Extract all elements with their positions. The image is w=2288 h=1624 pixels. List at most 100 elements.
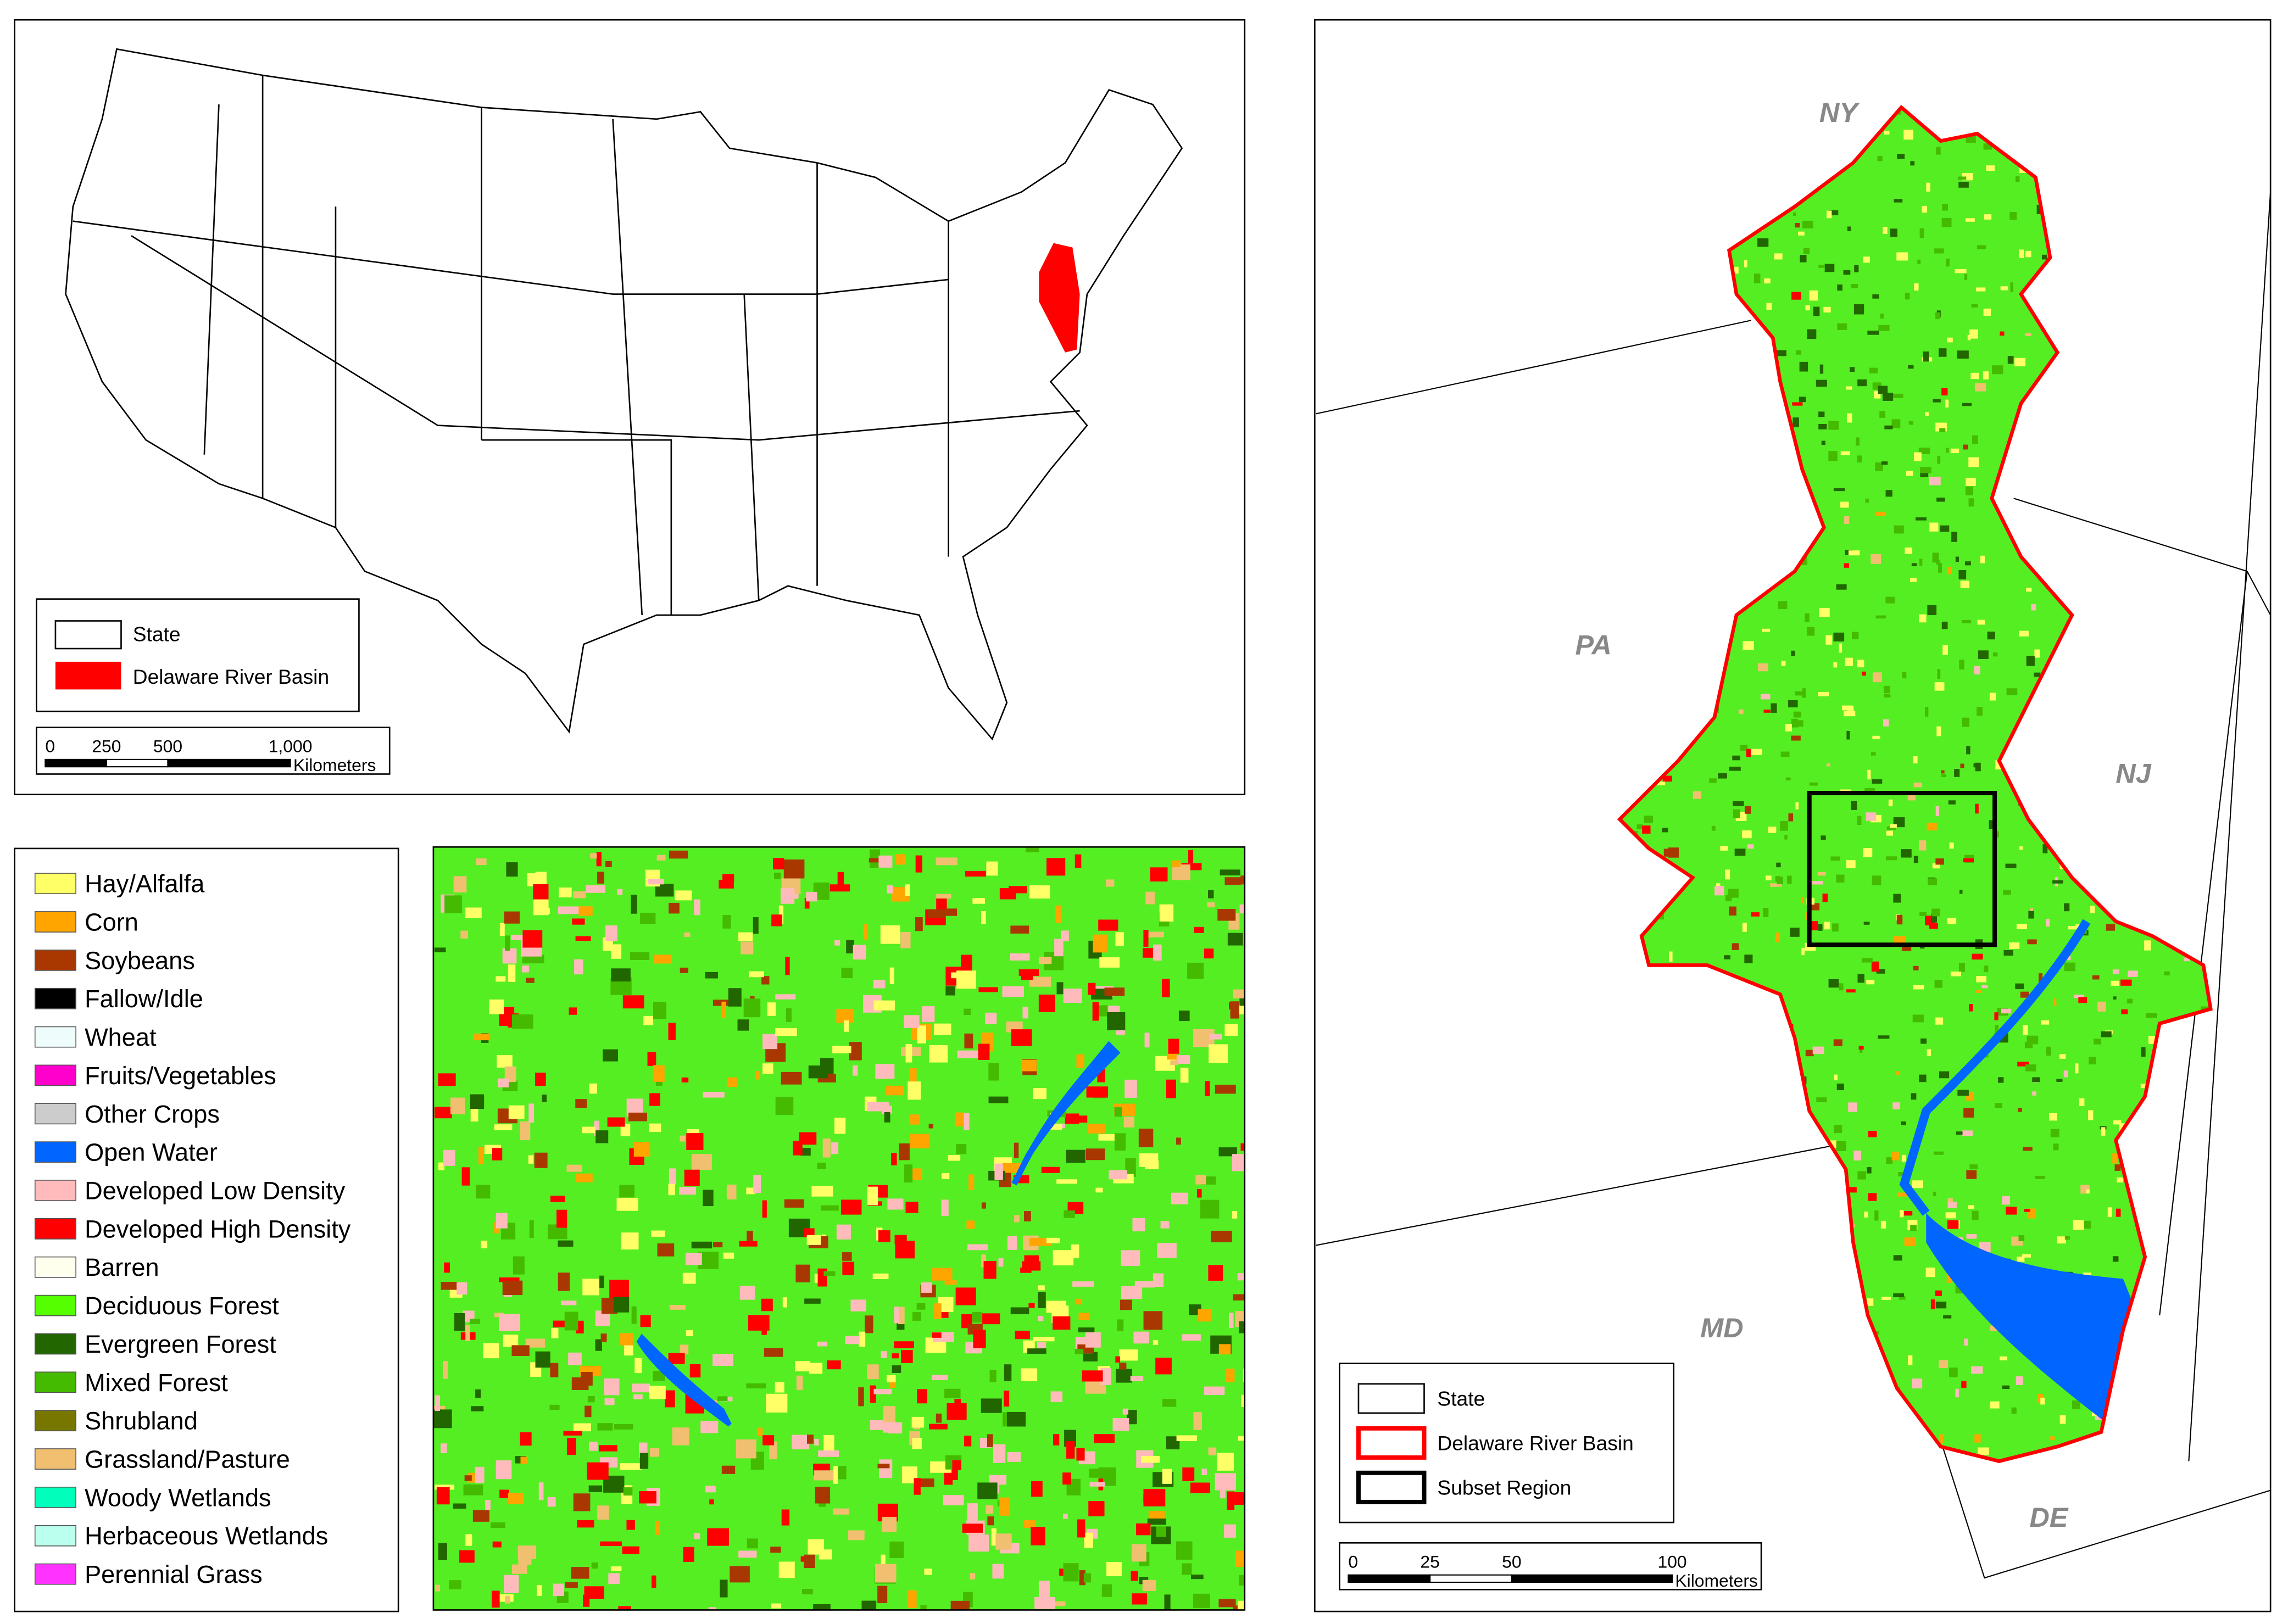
- landcover-patch: [1078, 1313, 1089, 1320]
- landcover-patch: [691, 1241, 712, 1249]
- landcover-patch: [1919, 614, 1927, 623]
- landcover-patch: [1907, 795, 1916, 801]
- state-label: DE: [2029, 1502, 2068, 1533]
- landcover-patch: [1010, 925, 1029, 934]
- landcover-patch: [846, 940, 854, 953]
- legend-label: State: [133, 623, 181, 646]
- landcover-patch: [1964, 561, 1971, 566]
- landcover-patch: [818, 1450, 839, 1457]
- landcover-patch: [1836, 584, 1847, 590]
- landcover-patch: [1079, 1570, 1085, 1586]
- landcover-patch: [1945, 399, 1949, 408]
- landcover-patch: [2020, 991, 2029, 998]
- landcover-patch: [748, 1002, 756, 1007]
- legend-swatch: [34, 1563, 76, 1585]
- landcover-patch: [1935, 1017, 1944, 1025]
- landcover-patch: [1874, 511, 1886, 516]
- landcover-patch: [705, 972, 718, 979]
- landcover-patch: [1968, 498, 1974, 507]
- landcover-patch: [1836, 1141, 1846, 1151]
- landcover-patch: [595, 1130, 609, 1143]
- landcover-patch: [460, 930, 469, 939]
- state-label: MD: [1700, 1312, 1743, 1343]
- landcover-patch: [964, 1113, 970, 1130]
- landcover-patch: [561, 1301, 577, 1305]
- landcover-patch: [1962, 403, 1972, 406]
- landcover-patch: [1983, 371, 1989, 380]
- landcover-patch: [1867, 1298, 1874, 1307]
- landcover-patch: [599, 1275, 604, 1288]
- landcover-patch: [1133, 1331, 1149, 1344]
- landcover-patch: [511, 1564, 527, 1574]
- landcover-patch: [700, 1421, 719, 1433]
- landcover-patch: [950, 1600, 970, 1610]
- landcover-patch: [1226, 1369, 1235, 1382]
- landcover-patch: [1077, 1519, 1085, 1538]
- landcover-patch: [1136, 1523, 1151, 1536]
- landcover-patch: [2016, 1376, 2023, 1385]
- landcover-patch: [616, 1197, 638, 1211]
- legend-label: Corn: [85, 908, 138, 936]
- landcover-patch: [986, 861, 998, 876]
- legend-label: Open Water: [85, 1139, 218, 1167]
- landcover-patch: [892, 1353, 899, 1359]
- landcover-patch: [2056, 1079, 2063, 1082]
- landcover-patch: [1939, 1071, 1950, 1079]
- landcover-patch: [1791, 735, 1801, 741]
- landcover-patch: [2010, 282, 2013, 292]
- landcover-patch: [620, 1124, 631, 1136]
- landcover-patch: [1801, 897, 1805, 903]
- landcover-patch: [823, 1271, 836, 1276]
- landcover-patch: [1876, 969, 1885, 974]
- legend-swatch: [34, 1141, 76, 1163]
- landcover-patch: [1844, 563, 1850, 568]
- landcover-patch: [1875, 615, 1886, 619]
- landcover-patch: [1886, 856, 1897, 861]
- landcover-patch: [1195, 1175, 1206, 1185]
- landcover-patch: [640, 1315, 651, 1327]
- landcover-patch: [1913, 452, 1922, 461]
- landcover-patch: [1063, 988, 1082, 1003]
- landcover-patch: [535, 1073, 546, 1086]
- landcover-patch: [681, 1077, 689, 1082]
- legend-swatch: [34, 949, 76, 971]
- landcover-patch: [1801, 555, 1807, 566]
- landcover-patch: [1947, 1220, 1959, 1229]
- landcover-patch: [2059, 1415, 2066, 1424]
- landcover-patch: [1864, 1212, 1868, 1218]
- landcover-patch: [1744, 955, 1753, 964]
- legend-swatch: [34, 1487, 76, 1508]
- landcover-patch: [1901, 1121, 1906, 1125]
- landcover-patch: [771, 1603, 782, 1609]
- landcover-patch: [1833, 488, 1845, 492]
- landcover-patch: [1155, 1358, 1172, 1375]
- landcover-patch: [775, 1097, 794, 1115]
- landcover-patch: [1932, 863, 1940, 869]
- landcover-patch: [694, 899, 700, 916]
- landcover-patch: [1105, 879, 1115, 887]
- landcover-patch: [607, 1117, 625, 1127]
- landcover-patch: [1709, 778, 1717, 783]
- landcover-patch: [808, 1065, 828, 1079]
- landcover-patch: [1738, 709, 1744, 715]
- landcover-patch: [655, 1078, 663, 1086]
- landcover-patch: [1828, 451, 1838, 461]
- landcover-patch: [853, 945, 866, 960]
- landcover-patch: [1941, 774, 1946, 778]
- landcover-patch: [1976, 976, 1986, 983]
- landcover-patch: [1062, 1472, 1071, 1485]
- landcover-patch: [604, 1378, 620, 1396]
- landcover-patch: [981, 1254, 986, 1268]
- landcover-patch: [1714, 886, 1724, 896]
- landcover-patch: [1884, 693, 1891, 698]
- landcover-patch: [762, 1034, 778, 1050]
- landcover-patch: [1796, 350, 1801, 355]
- landcover-patch: [494, 1313, 504, 1318]
- landcover-patch: [705, 1486, 716, 1493]
- landcover-patch: [809, 1363, 823, 1374]
- landcover-patch: [505, 935, 510, 951]
- landcover-patch: [1797, 231, 1805, 236]
- landcover-patch: [873, 980, 886, 989]
- landcover-patch: [1104, 987, 1125, 996]
- landcover-patch: [1991, 365, 2003, 375]
